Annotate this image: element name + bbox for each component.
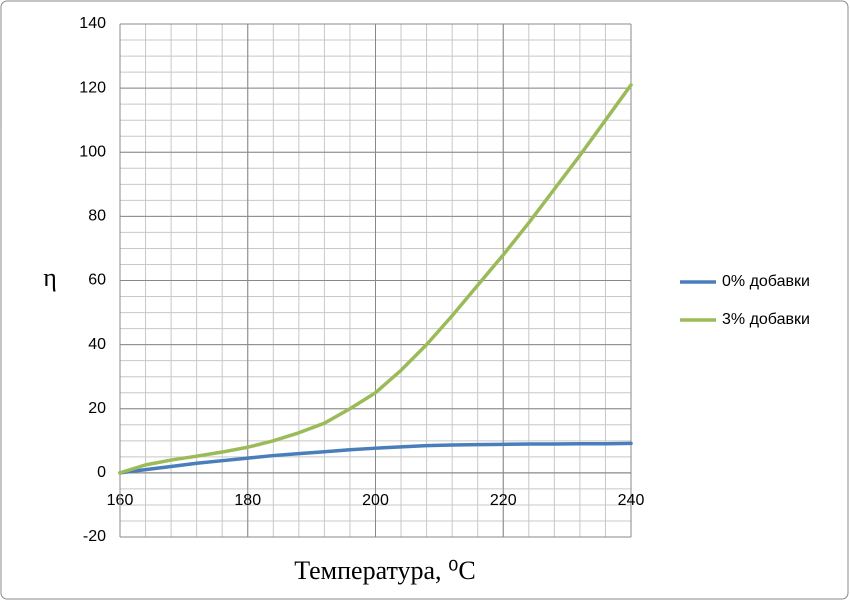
x-tick-label: 180 [234, 492, 261, 509]
legend-label: 0% добавки [722, 273, 810, 290]
series-line [118, 441, 633, 475]
y-tick-label: 80 [88, 208, 106, 225]
y-tick-label: 120 [79, 79, 106, 96]
y-tick-label: 140 [79, 15, 106, 32]
series-line [118, 83, 633, 475]
y-tick-label: 40 [88, 336, 106, 353]
legend-label: 3% добавки [722, 311, 810, 328]
y-tick-label: 100 [79, 143, 106, 160]
y-tick-label: 0 [97, 464, 106, 481]
x-tick-label: 220 [490, 492, 517, 509]
x-tick-label: 200 [362, 492, 389, 509]
y-tick-label: 60 [88, 272, 106, 289]
y-tick-label: 20 [88, 400, 106, 417]
x-axis-label: Температура, ⁰C [294, 556, 476, 585]
x-tick-label: 240 [618, 492, 645, 509]
y-axis-label: η [43, 263, 57, 292]
y-tick-label: -20 [83, 528, 106, 545]
